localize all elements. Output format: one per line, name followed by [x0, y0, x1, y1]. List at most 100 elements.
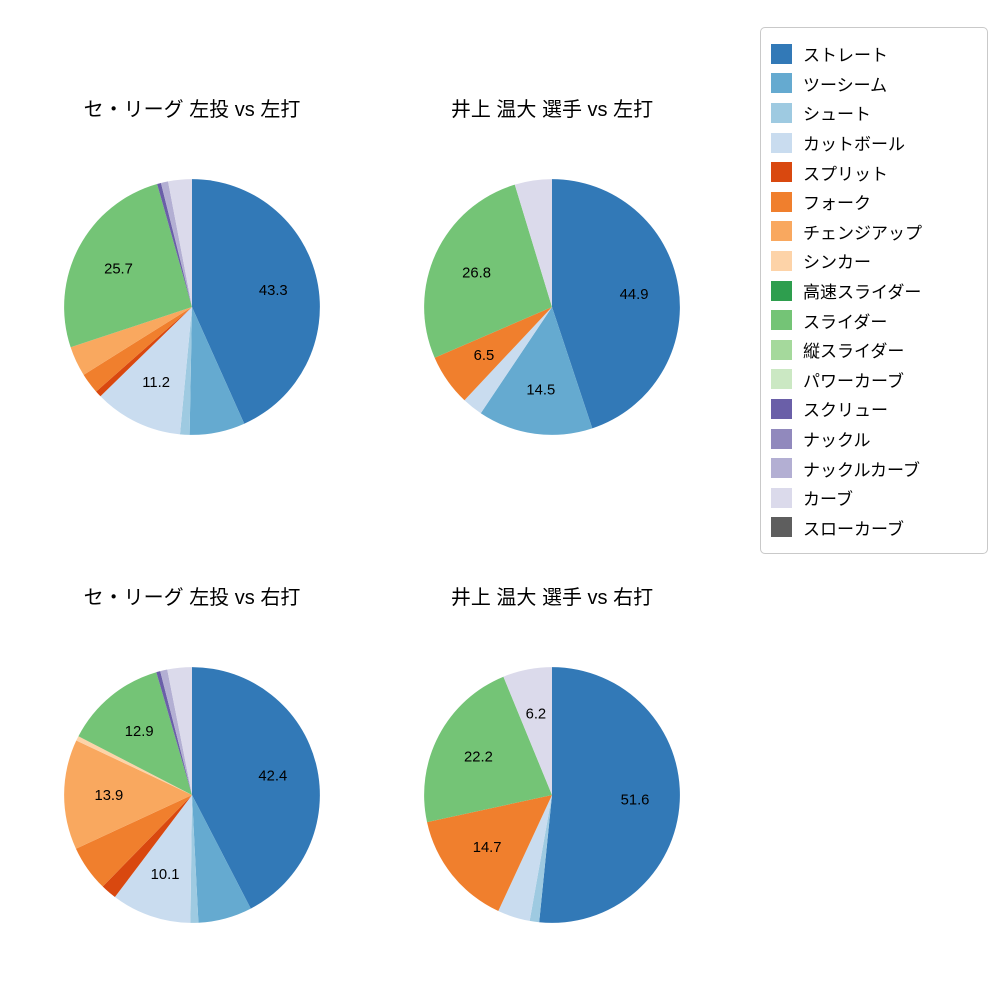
- legend-item-label: カーブ: [803, 490, 853, 510]
- pie-percentage-label: 22.2: [464, 750, 493, 766]
- legend-item: フォーク: [771, 187, 977, 217]
- legend-swatch-icon: [771, 428, 792, 449]
- pie-slice: [427, 795, 552, 912]
- pie-slice: [424, 676, 552, 823]
- pie-percentage-label: 13.9: [94, 788, 123, 804]
- pie-slice: [157, 182, 192, 307]
- legend-item-label: フォーク: [803, 194, 871, 214]
- legend-item: 高速スライダー: [771, 276, 977, 306]
- legend-item-label: チェンジアップ: [803, 223, 922, 243]
- pie-percentage-label: 26.8: [462, 265, 491, 281]
- legend-item: スローカーブ: [771, 513, 977, 543]
- pie-percentage-label: 51.6: [621, 792, 650, 808]
- pie-slice: [498, 795, 552, 921]
- pie-percentage-label: 42.4: [258, 769, 287, 785]
- pie-slice: [552, 179, 680, 429]
- legend-item: パワーカーブ: [771, 365, 977, 395]
- pie-slice: [480, 307, 593, 435]
- legend-item-label: シンカー: [803, 253, 871, 273]
- pie-slice: [434, 307, 552, 401]
- chart-title: 井上 温大 選手 vs 右打: [450, 587, 654, 609]
- pie-slice: [83, 307, 192, 392]
- legend-swatch-icon: [771, 191, 792, 212]
- legend-item: スクリュー: [771, 394, 977, 424]
- pie-percentage-label: 25.7: [104, 261, 133, 277]
- pie-league-vs-right: 42.4 10.1 13.9 12.9: [64, 667, 320, 923]
- legend-item-label: カットボール: [803, 135, 905, 155]
- pie-slice: [424, 184, 552, 358]
- legend-swatch-icon: [771, 162, 792, 183]
- legend-swatch-icon: [771, 250, 792, 271]
- chart-title: 井上 温大 選手 vs 左打: [450, 99, 654, 121]
- legend-item-label: ストレート: [803, 46, 888, 66]
- pie-slice: [190, 795, 199, 923]
- chart-title: セ・リーグ 左投 vs 左打: [83, 99, 301, 121]
- pie-slice: [100, 307, 192, 435]
- pie-slice: [114, 795, 192, 923]
- pie-chart-player-vs-right: 井上 温大 選手 vs 右打 51.6 14.7 22.2 6.2: [382, 583, 722, 934]
- pie-slice: [189, 307, 245, 435]
- pie-chart-league-vs-right: セ・リーグ 左投 vs 右打 42.4 10.1 13.9 12.9: [22, 583, 362, 934]
- pie-slice: [529, 795, 552, 923]
- legend-swatch-icon: [771, 458, 792, 479]
- legend-item: カーブ: [771, 483, 977, 513]
- pie-percentage-label: 6.5: [474, 348, 495, 364]
- pie-percentage-label: 6.2: [526, 707, 547, 723]
- pie-slice: [156, 671, 192, 795]
- legend-item-label: スクリュー: [803, 401, 888, 421]
- pie-slice: [503, 667, 552, 795]
- legend-item: ストレート: [771, 39, 977, 69]
- pie-slice: [70, 307, 192, 375]
- pie-slice: [192, 179, 320, 424]
- legend-item: 縦スライダー: [771, 335, 977, 365]
- legend-item-label: パワーカーブ: [803, 371, 904, 391]
- pie-slice: [514, 179, 552, 307]
- pie-slice: [75, 795, 192, 887]
- legend-item-label: ナックルカーブ: [803, 460, 920, 480]
- legend-item: チェンジアップ: [771, 217, 977, 247]
- pie-slice: [192, 795, 251, 923]
- legend-item-label: 高速スライダー: [803, 283, 922, 303]
- pie-slice: [64, 183, 192, 348]
- pie-player-vs-left: 44.9 14.5 6.5 26.8: [424, 179, 680, 435]
- pie-chart-player-vs-left: 井上 温大 選手 vs 左打 44.9 14.5 6.5 26.8: [382, 95, 722, 446]
- legend-item-label: ナックル: [803, 431, 871, 451]
- legend-swatch-icon: [771, 310, 792, 331]
- legend: ストレートツーシームシュートカットボール スプリットフォークチェンジアップ シンカー…: [760, 27, 988, 555]
- pie-slice: [64, 740, 192, 849]
- legend-item: シュート: [771, 98, 977, 128]
- legend-item-label: スライダー: [803, 312, 888, 332]
- pie-slice: [167, 667, 192, 795]
- pie-percentage-label: 10.1: [151, 867, 180, 883]
- legend-swatch-icon: [771, 132, 792, 153]
- legend-item: ナックル: [771, 424, 977, 454]
- legend-swatch-icon: [771, 43, 792, 64]
- pie-slice: [160, 669, 192, 795]
- pie-slice: [160, 181, 192, 307]
- legend-item: カットボール: [771, 128, 977, 158]
- pie-percentage-label: 14.7: [473, 840, 502, 856]
- pie-percentage-label: 44.9: [620, 287, 649, 303]
- legend-item-label: ツーシーム: [803, 75, 888, 95]
- pie-player-vs-right: 51.6 14.7 22.2 6.2: [424, 667, 680, 923]
- pie-percentage-label: 43.3: [259, 283, 288, 299]
- chart-title: セ・リーグ 左投 vs 右打: [83, 587, 301, 609]
- legend-swatch-icon: [771, 487, 792, 508]
- legend-item-label: スプリット: [803, 164, 888, 184]
- legend-swatch-icon: [771, 221, 792, 242]
- legend-item: ツーシーム: [771, 69, 977, 99]
- legend-swatch-icon: [771, 73, 792, 94]
- legend-item: ナックルカーブ: [771, 453, 977, 483]
- pie-chart-league-vs-left: セ・リーグ 左投 vs 左打 43.3 11.2 25.7: [22, 95, 362, 446]
- legend-swatch-icon: [771, 398, 792, 419]
- legend-swatch-icon: [771, 339, 792, 360]
- pie-percentage-label: 12.9: [125, 724, 154, 740]
- pie-league-vs-left: 43.3 11.2 25.7: [64, 179, 320, 435]
- pie-slice: [102, 795, 192, 898]
- pie-slice: [76, 736, 192, 795]
- legend-item: スライダー: [771, 305, 977, 335]
- legend-swatch-icon: [771, 102, 792, 123]
- legend-swatch-icon: [771, 280, 792, 301]
- pie-slice: [78, 672, 192, 795]
- legend-item-label: シュート: [803, 105, 871, 125]
